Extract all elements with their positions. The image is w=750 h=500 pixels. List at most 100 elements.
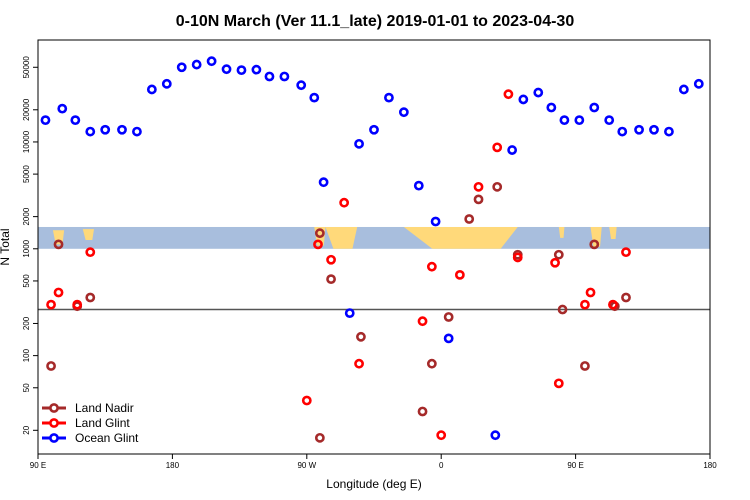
land-glint-point xyxy=(436,430,447,441)
ocean-glint-point xyxy=(384,92,394,103)
land-nadir-point xyxy=(464,214,475,224)
y-tick-label: 20 xyxy=(22,425,31,434)
land-glint-point xyxy=(46,299,56,310)
land-nadir-point xyxy=(314,432,325,443)
ocean-glint-point xyxy=(617,126,628,137)
land-glint-point xyxy=(585,287,596,298)
ocean-glint-point xyxy=(664,126,674,137)
ocean-glint-point xyxy=(589,102,600,113)
ocean-glint-point xyxy=(398,107,409,118)
land-glint-point xyxy=(417,316,428,327)
ocean-glint-point xyxy=(161,78,172,89)
ocean-glint-point xyxy=(309,92,320,103)
land-glint-point xyxy=(553,378,564,389)
legend-label-land-nadir: Land Nadir xyxy=(75,401,134,415)
land-nadir-point xyxy=(443,312,454,322)
land-glint-point xyxy=(339,197,350,208)
land-africa xyxy=(403,226,518,249)
land-nadir-point xyxy=(326,274,336,285)
x-axis-label: Longitude (deg E) xyxy=(326,477,421,491)
land-nadir-point xyxy=(53,239,64,250)
ocean-glint-point xyxy=(251,64,262,75)
land-nadir-point xyxy=(589,239,600,250)
legend-marker-ocean-glint xyxy=(49,433,59,443)
y-tick-label: 500 xyxy=(22,274,31,288)
land-glint-point xyxy=(426,261,437,272)
ocean-glint-point xyxy=(369,124,379,135)
land-nadir-point xyxy=(553,249,564,260)
land-nadir-point xyxy=(46,361,56,371)
ocean-glint-point xyxy=(430,216,441,227)
data-points xyxy=(40,56,704,443)
y-tick-label: 50 xyxy=(22,383,31,392)
ocean-glint-point xyxy=(132,126,142,137)
x-tick-label: 180 xyxy=(703,461,717,470)
ocean-glint-point xyxy=(146,84,157,95)
ocean-glint-point xyxy=(264,71,275,82)
land-glint-point xyxy=(85,247,96,258)
land-nadir-point xyxy=(417,406,428,417)
land-glint-point xyxy=(72,299,83,310)
land-nadir-point xyxy=(621,292,631,303)
ocean-glint-point xyxy=(507,145,518,155)
legend-label-land-glint: Land Glint xyxy=(75,416,130,430)
y-tick-label: 1000 xyxy=(22,239,31,257)
legend-marker-land-nadir xyxy=(49,403,59,413)
ocean-glint-point xyxy=(678,84,689,95)
ocean-glint-point xyxy=(221,64,232,75)
land-nadir-point xyxy=(580,361,590,371)
y-tick-label: 100 xyxy=(22,348,31,362)
ocean-glint-point xyxy=(318,177,329,188)
legend-marker-land-glint xyxy=(49,418,59,428)
chart-title: 0-10N March (Ver 11.1_late) 2019-01-01 t… xyxy=(176,13,575,30)
ocean-glint-point xyxy=(533,87,544,98)
land-nadir-point xyxy=(473,194,484,205)
land-glint-point xyxy=(301,395,312,406)
land-nadir-point xyxy=(314,228,325,239)
land-borneo xyxy=(82,229,94,241)
land-glint-point xyxy=(621,247,631,258)
ocean-glint-point xyxy=(70,115,81,126)
ocean-glint-point xyxy=(296,80,307,91)
y-tick-label: 200 xyxy=(22,316,31,330)
land-glint-point xyxy=(313,239,323,250)
land-nadir-point xyxy=(356,331,366,342)
land-india-sri-lanka xyxy=(558,226,565,238)
ocean-glint-point xyxy=(574,115,585,126)
ocean-glint-point xyxy=(354,138,364,149)
x-tick-label: 90 E xyxy=(30,461,46,470)
ocean-glint-point xyxy=(57,103,68,114)
ocean-glint-point xyxy=(344,308,355,319)
ocean-glint-point xyxy=(693,78,704,89)
legend-label-ocean-glint: Ocean Glint xyxy=(75,431,139,445)
ocean-glint-point xyxy=(518,94,529,105)
ocean-glint-point xyxy=(40,115,51,126)
land-glint-point xyxy=(580,299,590,310)
ocean-glint-point xyxy=(100,124,111,135)
ocean-glint-point xyxy=(490,430,501,441)
ocean-glint-point xyxy=(443,333,454,344)
ocean-glint-point xyxy=(191,59,202,70)
ocean-glint-point xyxy=(85,126,96,137)
y-tick-label: 50000 xyxy=(22,56,31,79)
ocean-glint-point xyxy=(176,62,187,73)
ocean-glint-point xyxy=(559,115,570,126)
x-tick-label: 90 E xyxy=(567,461,583,470)
ocean-glint-point xyxy=(546,102,557,113)
land-glint-point xyxy=(550,257,560,268)
land-nadir-point xyxy=(85,292,96,303)
y-tick-label: 10000 xyxy=(22,130,31,153)
ocean-glint-point xyxy=(604,115,615,126)
land-glint-point xyxy=(503,89,514,100)
map-strip xyxy=(38,226,710,249)
y-tick-label: 2000 xyxy=(22,207,31,225)
land-glint-point xyxy=(492,142,503,153)
map-ocean xyxy=(38,226,710,249)
land-glint-point xyxy=(354,358,364,369)
land-nadir-point xyxy=(492,181,503,192)
y-axis-ticks: 20 50 100 200 500 1000 2000 5000 10000 20000 50000 xyxy=(22,56,38,435)
land-glint-point xyxy=(326,254,336,265)
land-glint-point xyxy=(454,269,465,280)
